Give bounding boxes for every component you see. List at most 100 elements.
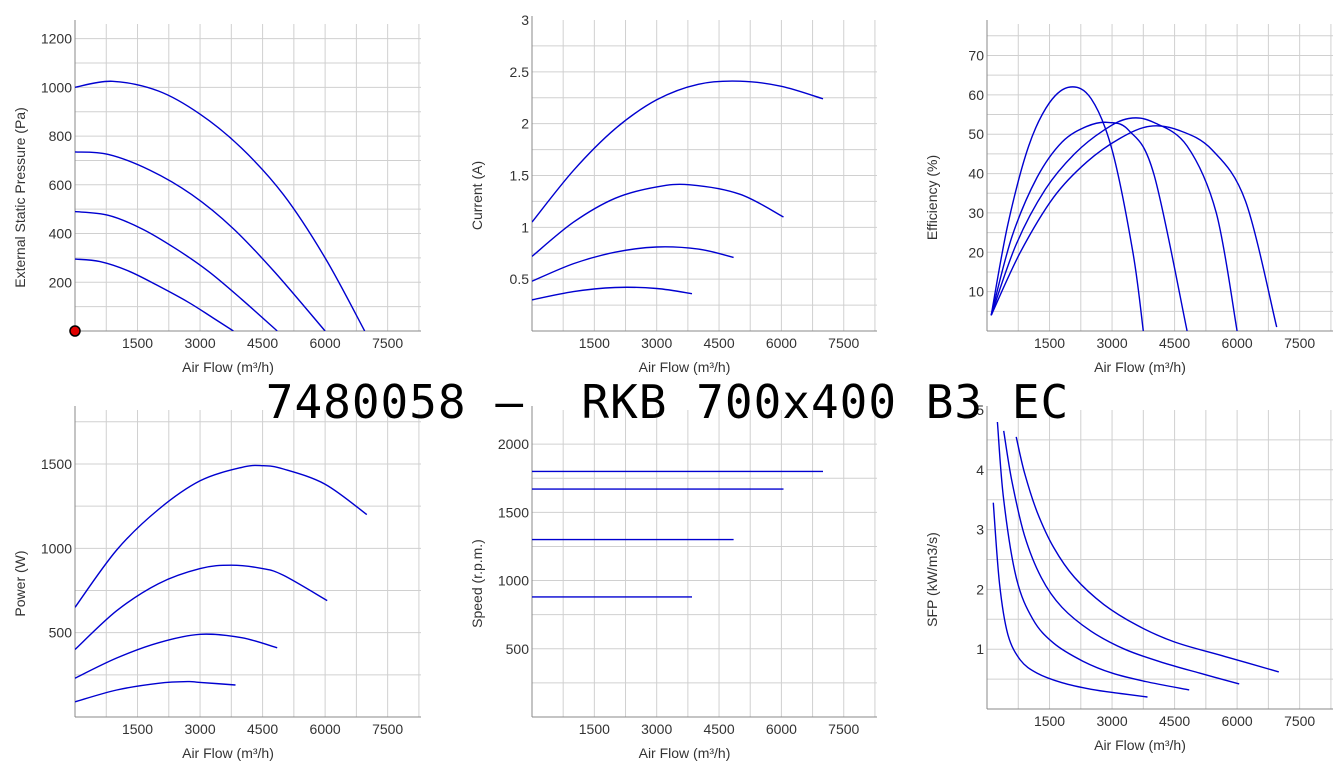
x-tick-label: 6000 — [1222, 335, 1253, 351]
x-tick-label: 6000 — [310, 721, 341, 737]
y-tick-label: 600 — [49, 177, 73, 193]
y-tick-label: 4 — [976, 462, 984, 478]
x-tick-label: 7500 — [828, 335, 859, 351]
y-tick-label: 2.5 — [510, 64, 530, 80]
y-tick-label: 1500 — [41, 456, 72, 472]
x-axis-label: Air Flow (m³/h) — [182, 745, 274, 761]
x-tick-label: 6000 — [310, 335, 341, 351]
x-axis-label: Air Flow (m³/h) — [639, 745, 731, 761]
y-tick-label: 3 — [976, 522, 984, 538]
x-tick-label: 6000 — [766, 335, 797, 351]
x-tick-label: 3000 — [1096, 713, 1127, 729]
y-tick-label: 30 — [968, 205, 984, 221]
y-tick-label: 400 — [49, 226, 73, 242]
x-tick-label: 7500 — [372, 335, 403, 351]
series-curve-2 — [996, 421, 1190, 691]
x-tick-label: 3000 — [184, 721, 215, 737]
x-tick-label: 3000 — [641, 335, 672, 351]
y-tick-label: 1 — [976, 641, 984, 657]
x-axis-label: Air Flow (m³/h) — [182, 359, 274, 375]
x-tick-label: 7500 — [1284, 335, 1315, 351]
y-tick-label: 5 — [976, 402, 984, 418]
page-title: 7480058 – RKB 700x400 B3 EC — [265, 375, 1070, 429]
x-tick-label: 4500 — [703, 721, 734, 737]
y-axis-label: Speed (r.p.m.) — [469, 539, 485, 628]
x-tick-label: 4500 — [1159, 335, 1190, 351]
chart-panel-6: 1500 3000 4500 6000 7500 1 2 3 4 5 Air Flow (m³/h)… — [924, 402, 1333, 753]
y-axis-label: Power (W) — [12, 550, 28, 616]
y-tick-label: 1.5 — [510, 168, 530, 184]
y-tick-label: 3 — [521, 12, 529, 28]
y-tick-label: 800 — [49, 128, 73, 144]
x-tick-label: 3000 — [1096, 335, 1127, 351]
x-tick-label: 4500 — [1159, 713, 1190, 729]
series-curve-1 — [75, 80, 366, 331]
series-curve-4 — [532, 286, 693, 301]
y-tick-label: 200 — [49, 274, 73, 290]
y-tick-label: 1000 — [498, 573, 529, 589]
y-tick-label: 1000 — [41, 540, 72, 556]
y-tick-label: 1 — [521, 219, 529, 235]
series-curve-2 — [990, 121, 1188, 331]
chart-panel-3: 1500 3000 4500 6000 7500 10 20 30 40 50 60 70 Air Fl… — [924, 20, 1333, 375]
x-tick-label: 1500 — [1034, 713, 1065, 729]
y-tick-label: 2 — [521, 116, 529, 132]
y-axis-label: External Static Pressure (Pa) — [12, 107, 28, 288]
chart-panel-5: 1500 3000 4500 6000 7500 500 1000 1500 2000 Air F… — [469, 406, 877, 761]
x-axis-label: Air Flow (m³/h) — [1094, 359, 1186, 375]
y-tick-label: 500 — [49, 625, 73, 641]
series-curve-4 — [1015, 436, 1279, 673]
series-curve-2 — [75, 151, 326, 331]
y-tick-label: 20 — [968, 244, 984, 260]
series-curve-3 — [75, 633, 278, 679]
x-tick-label: 4500 — [247, 335, 278, 351]
x-tick-label: 4500 — [247, 721, 278, 737]
series-curve-3 — [75, 210, 278, 331]
series-curve-4 — [75, 680, 236, 703]
y-axis-label: Efficiency (%) — [924, 155, 940, 240]
y-tick-label: 0.5 — [510, 271, 530, 287]
chart-panel-2: 1500 3000 4500 6000 7500 0.5 1 1.5 2 2.5 3 Air Flow… — [469, 12, 877, 375]
x-tick-label: 7500 — [828, 721, 859, 737]
y-tick-label: 50 — [968, 126, 984, 142]
x-tick-label: 7500 — [1284, 713, 1315, 729]
y-tick-label: 500 — [506, 641, 530, 657]
y-tick-label: 70 — [968, 47, 984, 63]
series-curve-1 — [992, 502, 1148, 698]
series-curve-1 — [990, 86, 1144, 331]
y-axis-label: Current (A) — [469, 161, 485, 230]
x-tick-label: 1500 — [122, 335, 153, 351]
y-tick-label: 2000 — [498, 436, 529, 452]
x-tick-label: 1500 — [1034, 335, 1065, 351]
x-axis-label: Air Flow (m³/h) — [639, 359, 731, 375]
x-tick-label: 1500 — [579, 335, 610, 351]
chart-panel-4: 1500 3000 4500 6000 7500 500 1000 1500 Air Flow … — [12, 406, 421, 761]
x-axis-label: Air Flow (m³/h) — [1094, 737, 1186, 753]
x-tick-label: 7500 — [372, 721, 403, 737]
series-curve-2 — [75, 564, 328, 651]
y-tick-label: 1200 — [41, 31, 72, 47]
y-tick-label: 2 — [976, 581, 984, 597]
x-tick-label: 3000 — [184, 335, 215, 351]
y-axis-label: SFP (kW/m3/s) — [924, 532, 940, 627]
series-curve-1 — [532, 80, 824, 223]
x-tick-label: 3000 — [641, 721, 672, 737]
series-curve-1 — [75, 464, 368, 608]
x-tick-label: 6000 — [1222, 713, 1253, 729]
series-curve-3 — [1003, 430, 1240, 685]
series-curve-3 — [990, 117, 1238, 331]
series-curve-4 — [75, 258, 234, 331]
series-curve-4 — [990, 125, 1278, 328]
operating-point-marker — [69, 325, 81, 337]
series-curve-2 — [532, 183, 784, 257]
chart-panel-1: 1500 3000 4500 6000 7500 200 400 600 800 1000 1200… — [12, 20, 421, 375]
x-tick-label: 1500 — [579, 721, 610, 737]
y-tick-label: 1500 — [498, 504, 529, 520]
series-curve-3 — [532, 246, 734, 282]
x-tick-label: 6000 — [766, 721, 797, 737]
y-tick-label: 60 — [968, 87, 984, 103]
y-tick-label: 40 — [968, 166, 984, 182]
x-tick-label: 1500 — [122, 721, 153, 737]
y-tick-label: 1000 — [41, 79, 72, 95]
